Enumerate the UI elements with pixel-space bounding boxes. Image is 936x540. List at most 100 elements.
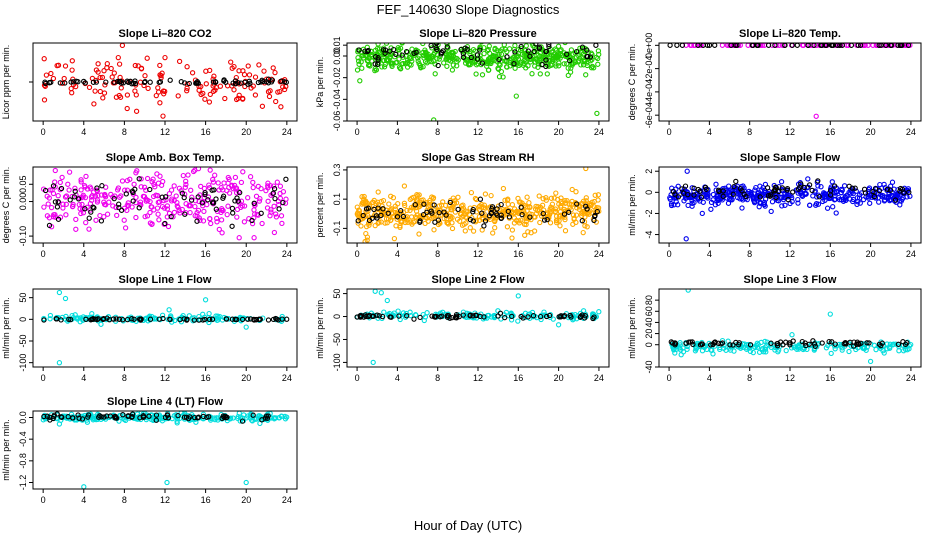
data-point xyxy=(90,79,97,85)
data-point xyxy=(675,202,681,208)
data-point xyxy=(500,74,506,80)
data-point xyxy=(570,221,576,227)
data-point xyxy=(233,190,240,196)
data-point xyxy=(547,220,554,226)
data-point xyxy=(141,184,148,190)
data-point xyxy=(577,45,583,51)
data-point xyxy=(92,193,98,199)
data-point xyxy=(772,184,779,190)
data-point xyxy=(42,80,49,87)
data-point xyxy=(436,56,442,62)
x-tick-label: 8 xyxy=(435,127,440,137)
data-point xyxy=(696,194,702,200)
data-point xyxy=(422,47,428,53)
data-point xyxy=(370,199,376,205)
data-point xyxy=(729,196,735,202)
data-point xyxy=(69,58,75,64)
data-point xyxy=(259,220,265,227)
data-point xyxy=(452,209,459,215)
data-point xyxy=(568,314,574,320)
data-point xyxy=(101,201,108,208)
data-point xyxy=(357,78,363,84)
data-point xyxy=(667,43,673,48)
data-point xyxy=(237,189,243,196)
panel-title: Slope Li–820 CO2 xyxy=(119,28,212,40)
data-point xyxy=(258,79,264,85)
data-point xyxy=(79,416,86,422)
data-point xyxy=(355,220,361,226)
data-point xyxy=(699,210,705,217)
data-point xyxy=(235,198,241,204)
data-point xyxy=(887,187,894,193)
data-point xyxy=(795,200,801,206)
data-point xyxy=(561,61,567,67)
data-point xyxy=(176,58,183,65)
data-point xyxy=(463,208,469,214)
data-point xyxy=(409,58,415,64)
x-tick-label: 12 xyxy=(473,373,483,383)
data-point xyxy=(171,183,177,189)
data-point xyxy=(83,219,89,226)
data-point xyxy=(515,53,521,59)
data-point xyxy=(588,65,595,71)
panel-3: Slope Li–820 Temp. degrees C per min. 0 4 8 1… xyxy=(627,28,922,137)
data-point xyxy=(181,194,187,201)
data-point xyxy=(537,219,543,226)
data-point xyxy=(187,209,193,216)
data-point xyxy=(97,74,103,81)
data-point xyxy=(568,47,575,53)
y-tick-label: 0 xyxy=(644,342,654,347)
data-point xyxy=(202,191,208,198)
data-point xyxy=(509,202,516,208)
data-point xyxy=(355,218,361,224)
data-point xyxy=(828,350,834,357)
data-point xyxy=(256,316,262,322)
data-point xyxy=(234,195,240,201)
data-point xyxy=(856,195,863,201)
x-tick-label: 0 xyxy=(41,127,46,137)
panel-ylabel: kPa per min. xyxy=(315,57,325,108)
data-point xyxy=(768,340,774,346)
data-point xyxy=(790,189,796,195)
x-tick-label: 12 xyxy=(785,249,795,259)
data-point xyxy=(56,421,63,427)
data-point xyxy=(77,206,83,212)
data-point xyxy=(144,55,150,61)
data-point xyxy=(873,346,879,353)
data-point xyxy=(411,316,417,322)
data-point xyxy=(795,196,801,203)
panel-4: Slope Amb. Box Temp. degrees C per min. 0 4… xyxy=(1,152,298,259)
data-point xyxy=(482,205,488,211)
data-point xyxy=(238,204,244,211)
data-point xyxy=(375,55,381,61)
x-tick-label: 20 xyxy=(241,249,251,259)
data-point xyxy=(498,215,505,221)
data-point xyxy=(265,413,271,419)
data-point xyxy=(553,217,560,223)
data-point xyxy=(838,189,844,196)
data-point xyxy=(418,197,425,204)
x-tick-label: 0 xyxy=(355,373,360,383)
data-point xyxy=(556,37,560,41)
data-point xyxy=(784,187,790,193)
data-point xyxy=(145,85,151,92)
data-point xyxy=(761,187,768,193)
data-point xyxy=(137,201,143,208)
data-point xyxy=(41,413,47,420)
data-point xyxy=(213,196,219,202)
x-tick-label: 4 xyxy=(395,249,400,259)
data-point xyxy=(231,182,238,189)
x-tick-label: 20 xyxy=(866,127,876,137)
data-point xyxy=(897,188,903,194)
data-point xyxy=(355,55,361,61)
data-point xyxy=(518,313,524,320)
data-point xyxy=(384,57,390,63)
data-point xyxy=(407,207,413,214)
data-point xyxy=(902,341,909,347)
data-point xyxy=(424,310,430,316)
data-point xyxy=(146,413,152,419)
data-point xyxy=(399,61,405,67)
data-point xyxy=(584,47,590,53)
data-point xyxy=(530,313,537,319)
data-point xyxy=(206,414,212,420)
